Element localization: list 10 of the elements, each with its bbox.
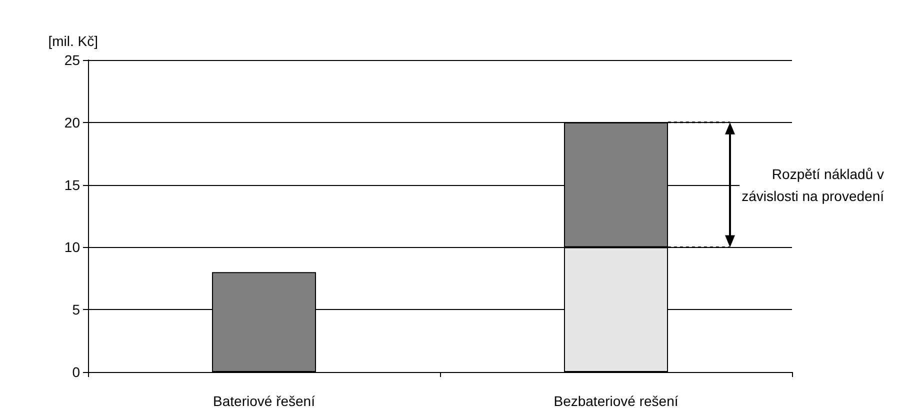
annotation: Rozpětí nákladů v závislosti na provedení (742, 166, 884, 204)
y-tick-label: 25 (64, 52, 80, 68)
x-tick-label: Bateriové řešení (213, 393, 316, 409)
y-tick-label: 20 (64, 114, 80, 130)
y-tick-label: 10 (64, 239, 80, 256)
x-tick-label: Bezbateriové rešení (554, 393, 678, 409)
y-tick-label: 5 (72, 302, 80, 318)
y-tick-label: 15 (64, 176, 80, 193)
y-tick-label: 0 (72, 364, 80, 380)
y-axis-title: [mil. Kč] (48, 33, 98, 49)
